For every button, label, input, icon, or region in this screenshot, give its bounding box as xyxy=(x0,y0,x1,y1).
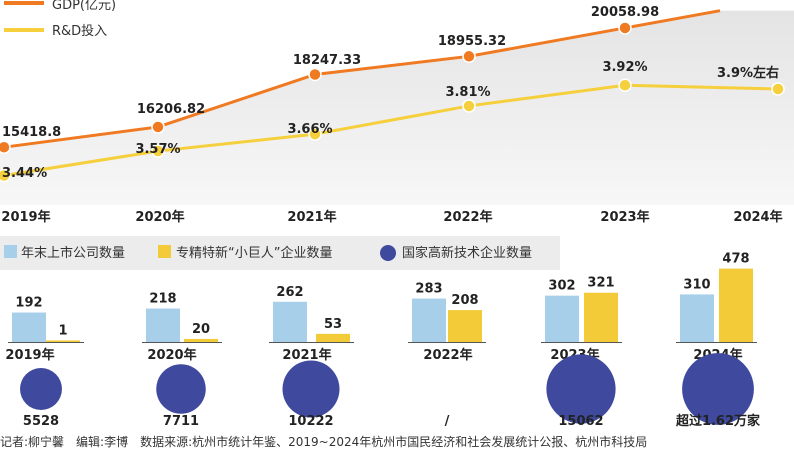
bar-listed xyxy=(12,312,46,342)
gdp-point xyxy=(462,49,476,64)
bubble-hightech-label: / xyxy=(445,414,450,429)
gdp-point xyxy=(308,67,322,82)
bubble-hightech-label: 5528 xyxy=(23,414,59,429)
credits-text: 记者:柳宁馨 编辑:李博 数据来源:杭州市统计年鉴、2019~2024年杭州市国… xyxy=(0,434,647,449)
bubble-hightech xyxy=(546,354,616,424)
rd-point xyxy=(151,144,165,158)
rd-data-label: 3.66% xyxy=(287,122,332,137)
bubble-hightech xyxy=(156,364,206,414)
bar-x-tick-label: 2022年 xyxy=(423,347,472,363)
gdp-line xyxy=(3,9,721,149)
rd-data-label: 3.44% xyxy=(2,166,47,181)
gdp-point xyxy=(0,140,11,154)
bar-giant xyxy=(584,292,618,342)
line-x-tick-label: 2021年 xyxy=(287,209,336,225)
bar-listed xyxy=(273,301,307,342)
gdp-data-label: 18955.32 xyxy=(438,34,506,49)
legend-listed-swatch xyxy=(4,245,17,258)
line-x-tick-label: 2023年 xyxy=(600,209,649,225)
bar-giant-label: 478 xyxy=(722,252,749,267)
bar-giant xyxy=(448,310,482,342)
rd-data-label: 3.92% xyxy=(602,60,647,75)
bar-giant-label: 321 xyxy=(587,276,614,291)
legend-listed-label: 年末上市公司数量 xyxy=(21,245,125,261)
gdp-point xyxy=(151,120,165,134)
gdp-data-label: 16206.82 xyxy=(137,102,205,117)
legend-hightech-swatch xyxy=(380,245,396,261)
bar-listed-label: 192 xyxy=(15,296,42,311)
legend-rd-label: R&D投入 xyxy=(52,23,107,39)
bar-giant xyxy=(316,333,350,342)
bar-x-tick-label: 2019年 xyxy=(5,347,54,363)
bar-listed xyxy=(545,295,579,342)
gdp-point xyxy=(618,21,632,35)
legend-giant-swatch xyxy=(158,245,171,258)
line-x-tick-label: 2019年 xyxy=(1,209,50,225)
gdp-data-label: 18247.33 xyxy=(293,53,361,68)
bar-listed xyxy=(680,294,714,342)
rd-data-label: 3.9%左右 xyxy=(717,65,779,81)
bar-listed-label: 218 xyxy=(149,292,176,307)
bar-listed-label: 310 xyxy=(683,277,710,292)
rd-point xyxy=(618,78,632,93)
line-x-tick-label: 2022年 xyxy=(443,209,492,225)
legend-giant-label: 专精特新“小巨人”企业数量 xyxy=(176,245,332,261)
bar-giant xyxy=(719,268,753,342)
bar-legend-band xyxy=(0,236,560,270)
bubble-hightech xyxy=(282,360,340,418)
bar-chart: 192 1 2019年 218 20 2020年 262 53 2021年 283 208 2022年… xyxy=(5,252,757,363)
bubble-hightech-label: 超过1.62万家 xyxy=(676,413,761,429)
rd-point xyxy=(462,99,476,113)
line-x-tick-label: 2020年 xyxy=(135,209,184,225)
bar-listed-label: 262 xyxy=(276,285,303,300)
gdp-area xyxy=(0,10,794,205)
bubble-hightech xyxy=(20,368,62,410)
rd-data-label: 3.57% xyxy=(135,142,180,157)
bar-x-tick-label: 2021年 xyxy=(282,347,331,363)
bar-giant xyxy=(184,338,218,342)
legend-gdp-label: GDP(亿元) xyxy=(52,0,116,13)
bar-giant-label: 53 xyxy=(324,317,342,332)
bubble-hightech-label: 10222 xyxy=(288,414,333,429)
bubble-hightech xyxy=(682,353,754,425)
bar-listed-label: 302 xyxy=(548,279,575,294)
rd-line xyxy=(3,83,779,177)
line-chart: 15418.8 16206.82 18247.33 18955.32 20058.98 3… xyxy=(0,5,794,225)
bar-listed-label: 283 xyxy=(415,282,442,297)
bar-giant-label: 208 xyxy=(451,293,478,308)
legend-hightech-label: 国家高新技术企业数量 xyxy=(402,245,532,261)
line-x-tick-label: 2024年 xyxy=(733,209,782,225)
bar-listed xyxy=(146,308,180,342)
bar-giant-label: 20 xyxy=(192,322,210,337)
bar-giant xyxy=(46,340,80,342)
rd-point xyxy=(308,127,322,141)
bubble-chart: 5528 7711 10222 / 15062 超过1.62万家 xyxy=(20,353,761,429)
gdp-data-label: 20058.98 xyxy=(591,5,659,20)
bar-giant-label: 1 xyxy=(58,323,67,338)
rd-point xyxy=(0,168,11,183)
bar-x-tick-label: 2020年 xyxy=(147,347,196,363)
rd-data-label: 3.81% xyxy=(445,85,490,100)
bubble-hightech-label: 15062 xyxy=(558,414,603,429)
bar-listed xyxy=(412,298,446,342)
bubble-hightech-label: 7711 xyxy=(163,414,199,429)
gdp-data-label: 15418.8 xyxy=(2,125,61,140)
rd-point xyxy=(771,82,785,96)
